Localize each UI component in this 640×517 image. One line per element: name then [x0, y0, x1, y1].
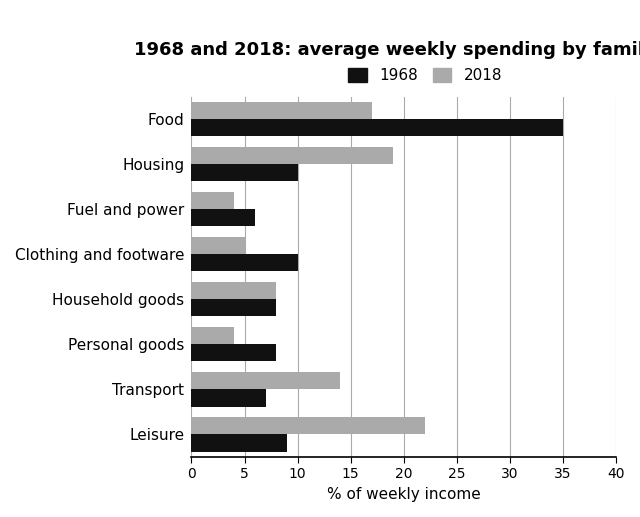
Bar	[191, 389, 266, 406]
Bar	[191, 164, 298, 181]
Bar	[191, 344, 276, 361]
Bar	[191, 417, 425, 434]
Bar	[191, 254, 298, 271]
Bar	[191, 209, 255, 226]
Bar	[191, 237, 244, 254]
Legend: 1968, 2018: 1968, 2018	[348, 68, 502, 83]
Bar	[191, 147, 393, 164]
Bar	[191, 372, 340, 389]
Bar	[191, 282, 276, 299]
Bar	[191, 192, 234, 209]
Bar	[191, 299, 276, 316]
Bar	[191, 434, 287, 452]
Bar	[191, 119, 563, 136]
Bar	[191, 327, 234, 344]
Title: 1968 and 2018: average weekly spending by families: 1968 and 2018: average weekly spending b…	[134, 41, 640, 59]
Bar	[191, 102, 372, 119]
X-axis label: % of weekly income: % of weekly income	[327, 487, 481, 502]
